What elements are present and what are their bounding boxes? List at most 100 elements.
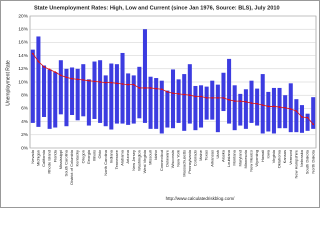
current-marker — [59, 74, 62, 77]
current-marker — [76, 78, 79, 81]
x-tick-label: Michigan — [35, 150, 40, 166]
x-tick-label: Montana — [232, 149, 237, 165]
x-tick-label: Wisconsin — [170, 150, 175, 168]
current-marker — [144, 87, 146, 89]
range-bar — [193, 85, 198, 131]
current-marker — [71, 77, 73, 80]
range-bar — [70, 67, 75, 115]
x-tick-label: Alabama — [120, 149, 125, 166]
range-bar — [47, 69, 52, 129]
range-bar — [109, 63, 114, 130]
x-tick-label: Alaska — [221, 149, 226, 162]
x-tick-label: Tennessee — [114, 149, 119, 169]
x-tick-label: Minnesota — [243, 149, 248, 168]
current-marker — [93, 80, 96, 83]
range-bar — [199, 85, 204, 128]
current-marker — [160, 88, 163, 91]
current-marker — [31, 52, 34, 55]
x-tick-label: New Jersey — [131, 150, 136, 171]
current-marker — [306, 116, 309, 119]
range-bar — [227, 58, 232, 124]
x-tick-label: New Mexico — [249, 149, 254, 172]
range-bar — [215, 84, 220, 133]
current-marker — [116, 82, 118, 85]
range-bar — [182, 74, 187, 131]
x-tick-label: Illinois — [92, 150, 97, 161]
x-tick-label: Delaware — [164, 149, 169, 167]
current-marker — [267, 105, 270, 108]
y-axis-label: Unemployment Rate — [5, 60, 11, 106]
x-tick-label: Idaho — [153, 149, 158, 160]
x-tick-label: South Dakota — [305, 149, 310, 174]
range-bar — [86, 79, 91, 126]
range-bar — [187, 64, 192, 124]
x-tick-label: Ohio — [97, 149, 102, 158]
range-bar — [53, 72, 58, 128]
current-marker — [121, 83, 124, 85]
current-marker — [43, 65, 45, 68]
range-bar — [64, 68, 69, 127]
current-marker — [278, 106, 281, 108]
range-bar — [98, 60, 103, 123]
range-bar — [81, 64, 86, 117]
x-tick-label: Colorado — [192, 149, 197, 166]
x-tick-label: Massachusetts — [181, 150, 186, 177]
chart-title: State Unemployment Rates: High, Low and … — [34, 5, 280, 11]
current-marker — [110, 81, 113, 84]
current-marker — [194, 95, 197, 98]
watermark: http://www.calculatedriskblog.com/ — [166, 196, 236, 201]
y-tick-label: 14% — [18, 53, 28, 59]
x-tick-label: Maryland — [237, 150, 242, 166]
current-marker — [132, 83, 135, 86]
x-tick-label: Oklahoma — [277, 149, 282, 168]
x-tick-label: New York — [176, 150, 181, 167]
x-tick-label: North Carolina — [103, 149, 108, 176]
x-tick-label: Louisiana — [226, 149, 231, 167]
current-marker — [211, 96, 214, 99]
current-marker — [177, 92, 180, 95]
x-tick-label: North Dakota — [310, 149, 315, 173]
x-tick-label: Utah — [215, 150, 220, 158]
y-tick-label: 20% — [18, 13, 28, 19]
x-tick-label: Hawaii — [260, 150, 265, 162]
range-bar — [126, 73, 131, 125]
y-tick-label: 18% — [18, 26, 28, 32]
current-marker — [149, 87, 152, 89]
range-bar — [255, 88, 260, 126]
current-marker — [82, 79, 85, 81]
current-marker — [284, 106, 287, 109]
current-marker — [172, 92, 174, 95]
range-bar — [103, 75, 108, 127]
x-tick-label: Florida — [52, 149, 57, 162]
current-marker — [233, 100, 236, 103]
current-marker — [216, 96, 219, 99]
current-marker — [166, 91, 169, 93]
y-tick-label: 4% — [21, 119, 29, 125]
current-marker — [273, 105, 275, 108]
range-bar — [249, 80, 254, 123]
range-bar — [283, 95, 288, 129]
x-tick-label: New Hampshire — [293, 149, 298, 178]
y-tick-label: 10% — [18, 79, 28, 85]
range-bar — [271, 87, 276, 134]
range-bar — [170, 69, 176, 129]
x-tick-label: Wyoming — [254, 150, 259, 167]
x-tick-label: Washington — [136, 150, 141, 171]
current-marker — [205, 96, 208, 99]
range-bar — [288, 83, 293, 133]
range-bar — [232, 85, 237, 131]
x-tick-label: Mississippi — [58, 150, 63, 169]
current-marker — [228, 98, 230, 101]
x-tick-label: South Carolina — [64, 149, 69, 176]
current-marker — [104, 81, 107, 84]
current-marker — [239, 100, 242, 103]
range-bar — [165, 90, 170, 128]
current-marker — [295, 110, 298, 112]
range-bar — [30, 49, 35, 123]
range-bar — [120, 52, 125, 124]
x-tick-label: Missouri — [148, 150, 153, 165]
range-bar — [75, 68, 80, 121]
range-bar — [305, 113, 310, 131]
current-marker — [87, 79, 90, 82]
range-bar — [221, 72, 226, 112]
